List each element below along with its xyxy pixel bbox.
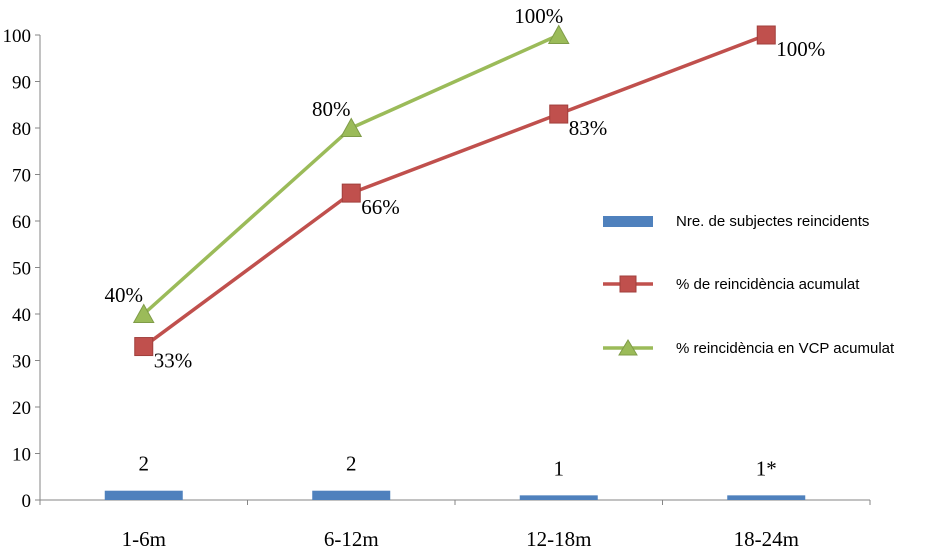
legend-bar-swatch (603, 216, 653, 227)
line-data-label: 83% (569, 116, 608, 140)
vcp-reincidence-line (142, 33, 560, 316)
axes: 0 10 20 30 40 50 60 70 80 90 100 1-6m 6-12m 12-18m 18-… (3, 26, 871, 548)
y-tick-label: 100 (3, 26, 32, 47)
bar-data-label: 2 (139, 452, 150, 476)
legend-label: % de reincidència acumulat (676, 276, 860, 293)
y-tick-label: 30 (12, 352, 31, 373)
legend-label: % reincidència en VCP acumulat (676, 340, 895, 357)
bar-data-label: 1* (756, 456, 777, 480)
legend-square-marker (619, 275, 637, 293)
bar (727, 495, 806, 500)
line-data-label: 100% (776, 37, 825, 61)
bar (312, 490, 391, 500)
y-tick-label: 40 (12, 305, 31, 326)
x-tick-label: 6-12m (324, 527, 379, 548)
bar-data-label: 2 (346, 452, 357, 476)
square-marker (756, 25, 776, 45)
line-series (132, 24, 776, 357)
legend-label: Nre. de subjectes reincidents (676, 213, 869, 230)
reincidence-line (142, 33, 767, 348)
line-data-label: 100% (514, 4, 563, 28)
y-tick-label: 50 (12, 259, 31, 280)
y-tick-label: 20 (12, 398, 31, 419)
line-data-label: 66% (361, 195, 400, 219)
y-tick-label: 90 (12, 73, 31, 94)
x-tick-label: 12-18m (526, 527, 591, 548)
y-tick-label: 0 (22, 491, 32, 512)
triangle-marker (132, 303, 155, 323)
x-tick-label: 18-24m (734, 527, 799, 548)
line-data-label: 80% (312, 97, 351, 121)
bar-data-label: 1 (554, 456, 565, 480)
data-labels: 2 2 1 1* 33% 66% 83% 100% 40% 80% 100% (105, 4, 826, 480)
x-tick-label: 1-6m (122, 527, 166, 548)
legend-triangle-marker (618, 339, 638, 356)
square-marker (549, 104, 569, 124)
y-tick-label: 70 (12, 166, 31, 187)
legend: Nre. de subjectes reincidents % de reinci… (603, 213, 895, 357)
y-tick-label: 80 (12, 119, 31, 140)
bar (519, 495, 598, 500)
square-marker (341, 183, 361, 203)
y-tick-label: 60 (12, 212, 31, 233)
square-marker (134, 337, 154, 357)
bars-series (104, 490, 806, 500)
y-tick-label: 10 (12, 445, 31, 466)
bar (104, 490, 183, 500)
triangle-marker (340, 117, 363, 137)
line-data-label: 33% (154, 349, 193, 373)
line-data-label: 40% (105, 283, 144, 307)
triangle-marker (547, 24, 570, 44)
